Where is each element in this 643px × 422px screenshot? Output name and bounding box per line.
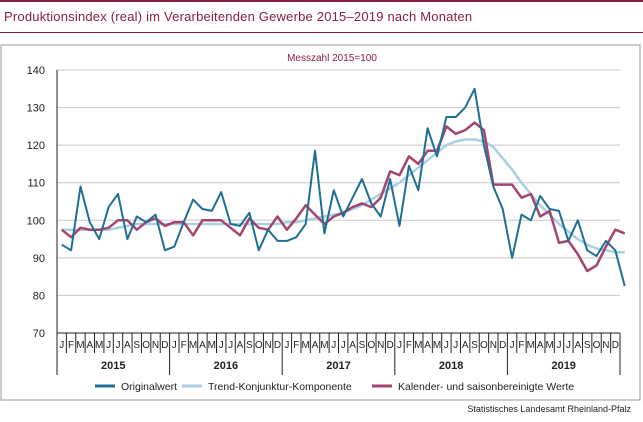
month-label: J [444,340,449,351]
month-label: N [377,340,384,351]
month-label: N [152,340,159,351]
month-label: A [349,340,356,351]
month-label: F [68,340,74,351]
plot-area-border [0,44,641,401]
month-label: O [142,340,150,351]
y-tick-label: 110 [27,178,45,190]
month-label: M [433,340,441,351]
month-label: S [246,340,253,351]
month-label: J [510,340,515,351]
month-label: A [574,340,581,351]
month-label: M [189,340,197,351]
chart-subtitle: Messzahl 2015=100 [287,53,377,64]
y-tick-label: 90 [33,253,45,265]
legend-label: Originalwert [121,381,177,393]
y-tick-label: 80 [33,290,45,302]
top-rule [0,0,643,2]
month-label: J [566,340,571,351]
month-label: M [545,340,553,351]
month-label: J [59,340,64,351]
month-label: A [312,340,319,351]
month-label: J [106,340,111,351]
month-label: D [499,340,506,351]
month-label: A [124,340,131,351]
month-label: F [518,340,524,351]
month-label: M [95,340,103,351]
month-label: F [406,340,412,351]
y-tick-label: 130 [27,103,45,115]
page-title: Produktionsindex (real) im Verarbeitende… [4,9,473,24]
y-tick-label: 70 [33,328,45,340]
month-label: N [265,340,272,351]
month-label: O [255,340,263,351]
month-label: A [237,340,244,351]
month-label: O [367,340,375,351]
year-label: 2015 [101,360,125,372]
month-label: A [87,340,94,351]
year-label: 2017 [326,360,350,372]
month-label: D [161,340,168,351]
month-label: M [320,340,328,351]
month-label: O [593,340,601,351]
month-label: A [199,340,206,351]
year-label: 2016 [214,360,238,372]
y-tick-label: 140 [27,65,45,77]
month-label: J [557,340,562,351]
month-label: J [115,340,120,351]
month-label: J [228,340,233,351]
month-label: F [181,340,187,351]
month-label: N [602,340,609,351]
month-label: J [219,340,224,351]
month-label: M [414,340,422,351]
month-label: D [612,340,619,351]
y-tick-label: 120 [27,140,45,152]
month-label: S [359,340,366,351]
title-rule [0,32,643,33]
month-label: S [471,340,478,351]
y-tick-label: 100 [27,215,45,227]
month-label: S [584,340,591,351]
month-label: J [331,340,336,351]
month-label: N [490,340,497,351]
month-label: S [133,340,140,351]
year-label: 2018 [439,360,463,372]
month-label: A [462,340,469,351]
month-label: M [301,340,309,351]
month-label: M [527,340,535,351]
month-label: D [386,340,393,351]
month-label: J [453,340,458,351]
month-label: A [537,340,544,351]
legend-label: Trend-Konjunktur-Komponente [208,381,352,393]
month-label: F [293,340,299,351]
month-label: O [480,340,488,351]
legend-label: Kalender- und saisonbereinigte Werte [398,381,574,393]
month-label: M [76,340,84,351]
month-label: M [208,340,216,351]
month-label: J [172,340,177,351]
month-label: J [397,340,402,351]
month-label: D [274,340,281,351]
series-line-0 [61,87,626,287]
month-label: J [284,340,289,351]
month-label: J [341,340,346,351]
source-note: Statistisches Landesamt Rheinland-Pfalz [467,404,631,414]
month-label: A [424,340,431,351]
year-label: 2019 [551,360,575,372]
